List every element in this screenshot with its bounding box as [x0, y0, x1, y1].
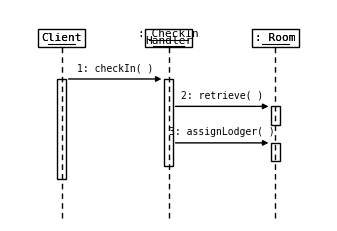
Text: 3: assignLodger( ): 3: assignLodger( ) — [169, 127, 275, 137]
Text: : Room: : Room — [255, 33, 296, 43]
Text: : CheckIn: : CheckIn — [138, 30, 199, 40]
FancyBboxPatch shape — [145, 29, 192, 47]
Text: 2: retrieve( ): 2: retrieve( ) — [181, 91, 263, 101]
FancyBboxPatch shape — [57, 79, 66, 179]
Text: Client: Client — [41, 33, 82, 43]
FancyBboxPatch shape — [252, 29, 299, 47]
Text: Handler: Handler — [145, 36, 192, 46]
Text: Client: Client — [41, 33, 82, 43]
Text: : Room: : Room — [255, 33, 296, 43]
FancyBboxPatch shape — [164, 79, 173, 166]
FancyBboxPatch shape — [271, 143, 280, 161]
Text: 1: checkIn( ): 1: checkIn( ) — [77, 63, 153, 73]
FancyBboxPatch shape — [271, 106, 280, 125]
FancyBboxPatch shape — [38, 29, 85, 47]
